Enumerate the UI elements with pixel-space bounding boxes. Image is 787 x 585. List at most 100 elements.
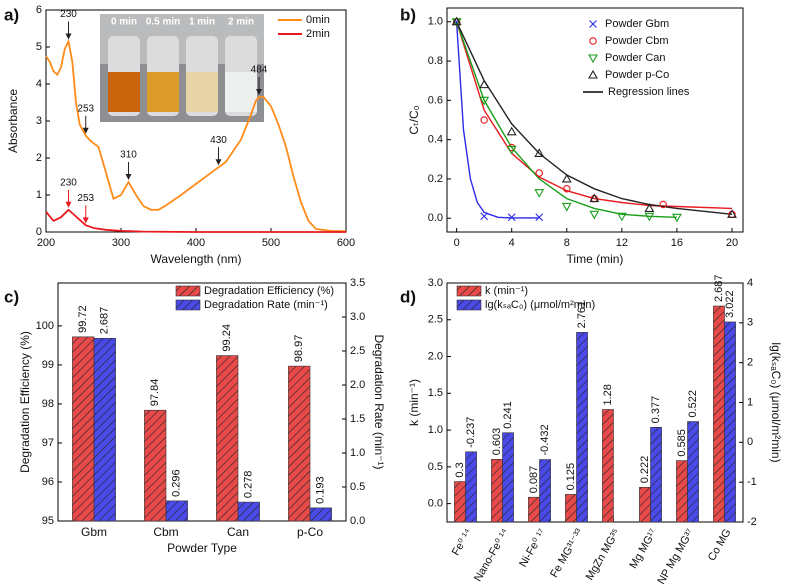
bar xyxy=(216,355,239,522)
data-point xyxy=(451,16,462,26)
data-point xyxy=(506,145,517,155)
y-tick-label: 0.5 xyxy=(428,461,443,473)
y-axis-label: k (min⁻¹) xyxy=(407,379,421,426)
legend-swatch xyxy=(175,299,201,311)
inset-photo: 0 min 0.5 min 1 min 2 min xyxy=(100,14,264,122)
y2-tick-label: 0 xyxy=(747,436,753,448)
y2-tick-label: 3.0 xyxy=(350,311,365,323)
value-label: -0.237 xyxy=(465,417,477,448)
legend-label: Powder p-Co xyxy=(605,69,669,81)
data-point xyxy=(616,212,627,222)
x-tick-label: 12 xyxy=(616,237,628,249)
annotation-label: 253 xyxy=(77,103,94,114)
annotation-label: 310 xyxy=(120,150,137,161)
bar xyxy=(144,409,167,522)
y-tick-label: 1.5 xyxy=(428,387,443,399)
inset-label: 0 min xyxy=(111,17,137,28)
value-label: 2.687 xyxy=(99,307,111,335)
data-point xyxy=(589,193,600,203)
y-tick-label: 0.0 xyxy=(428,498,443,510)
data-point xyxy=(563,185,571,193)
y-tick-label: 99 xyxy=(42,359,54,371)
vial-liquid xyxy=(225,72,257,112)
y-tick-label: 1.0 xyxy=(428,16,443,28)
data-point xyxy=(644,203,655,212)
data-point xyxy=(480,212,489,221)
bar xyxy=(309,507,332,522)
plot-frame xyxy=(57,282,347,522)
x-tick-label: 500 xyxy=(262,237,280,249)
x-tick-label: 600 xyxy=(337,237,355,249)
y2-tick-label: 2.5 xyxy=(350,345,365,357)
bar xyxy=(288,365,311,522)
value-label: -0.432 xyxy=(539,424,551,455)
annotation-label: 230 xyxy=(60,9,77,20)
legend-swatch xyxy=(175,285,201,297)
legend-label: Regression lines xyxy=(608,86,690,98)
panel-label: b) xyxy=(400,5,416,24)
x-tick-label: Mg MG¹⁷ xyxy=(627,527,659,571)
value-label: 0.585 xyxy=(676,429,688,457)
data-point xyxy=(644,212,655,222)
y2-tick-label: 0.0 xyxy=(350,515,365,527)
y-axis-label: Absorbance xyxy=(6,89,20,153)
x-axis-label: Powder Type xyxy=(167,541,237,555)
data-point xyxy=(534,148,545,157)
series-line xyxy=(45,208,346,233)
y2-tick-label: 1.0 xyxy=(350,447,365,459)
y2-axis-label: Degradation Rate (min⁻¹) xyxy=(372,334,386,469)
x-tick-label: MgZn MG³⁵ xyxy=(584,527,623,582)
bar xyxy=(465,451,477,523)
bar xyxy=(528,496,540,523)
series-line xyxy=(45,38,347,233)
annotation-label: 230 xyxy=(60,177,77,188)
bar xyxy=(539,459,551,523)
data-point xyxy=(671,213,682,223)
bar xyxy=(502,432,514,523)
y2-tick-label: 0.5 xyxy=(350,481,365,493)
inset-label: 0.5 min xyxy=(146,17,180,28)
vial-liquid xyxy=(108,72,140,112)
legend-label: Powder Gbm xyxy=(605,18,669,30)
regression-line xyxy=(455,21,540,219)
y2-tick-label: 3.5 xyxy=(350,277,365,289)
x-tick-label: 4 xyxy=(509,237,515,249)
bar xyxy=(576,332,588,523)
x-tick-label: Cbm xyxy=(153,525,178,539)
annotation-arrowhead xyxy=(82,127,89,134)
bar xyxy=(93,337,116,522)
data-point xyxy=(561,173,572,183)
data-point xyxy=(727,209,737,218)
x-tick-label: Nano-Fe⁰ ¹⁴ xyxy=(472,527,512,584)
value-label: 0.522 xyxy=(687,390,699,418)
legend-marker xyxy=(588,54,598,64)
legend-label: Powder Can xyxy=(605,52,666,64)
x-tick-label: 8 xyxy=(564,237,570,249)
bar xyxy=(724,321,736,523)
annotation-arrowhead xyxy=(65,201,72,208)
x-tick-label: NP Mg MG³⁷ xyxy=(655,527,696,585)
legend-label: 2min xyxy=(306,28,330,40)
value-label: 0.3 xyxy=(454,462,466,477)
y-tick-label: 2.0 xyxy=(428,350,443,362)
x-tick-label: Can xyxy=(227,525,249,539)
y-tick-label: 0 xyxy=(36,226,42,238)
legend-swatch xyxy=(456,299,482,311)
y-tick-label: 3.0 xyxy=(428,277,443,289)
data-point xyxy=(589,210,600,220)
bar xyxy=(565,494,577,523)
value-label: 0.278 xyxy=(243,471,255,499)
annotation-label: 430 xyxy=(210,135,227,146)
y2-axis-label: lg(kₛₐC₀) (μmol/m²min) xyxy=(769,342,783,462)
value-label: 99.24 xyxy=(221,324,233,352)
y-tick-label: 96 xyxy=(42,476,54,488)
y2-tick-label: 2.0 xyxy=(350,379,365,391)
y-tick-label: 2.5 xyxy=(428,314,443,326)
x-tick-label: 0 xyxy=(454,237,460,249)
y-tick-label: 0.0 xyxy=(428,212,443,224)
data-point xyxy=(506,126,517,136)
x-tick-label: p-Co xyxy=(297,525,323,539)
x-tick-label: Ni-Fe⁰ ¹⁷ xyxy=(517,527,548,569)
data-point xyxy=(479,79,490,89)
value-label: 0.296 xyxy=(171,469,183,497)
